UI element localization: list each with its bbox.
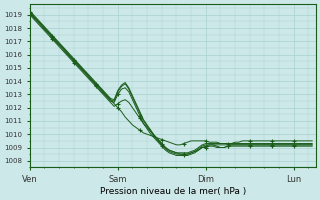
X-axis label: Pression niveau de la mer( hPa ): Pression niveau de la mer( hPa ) xyxy=(100,187,246,196)
